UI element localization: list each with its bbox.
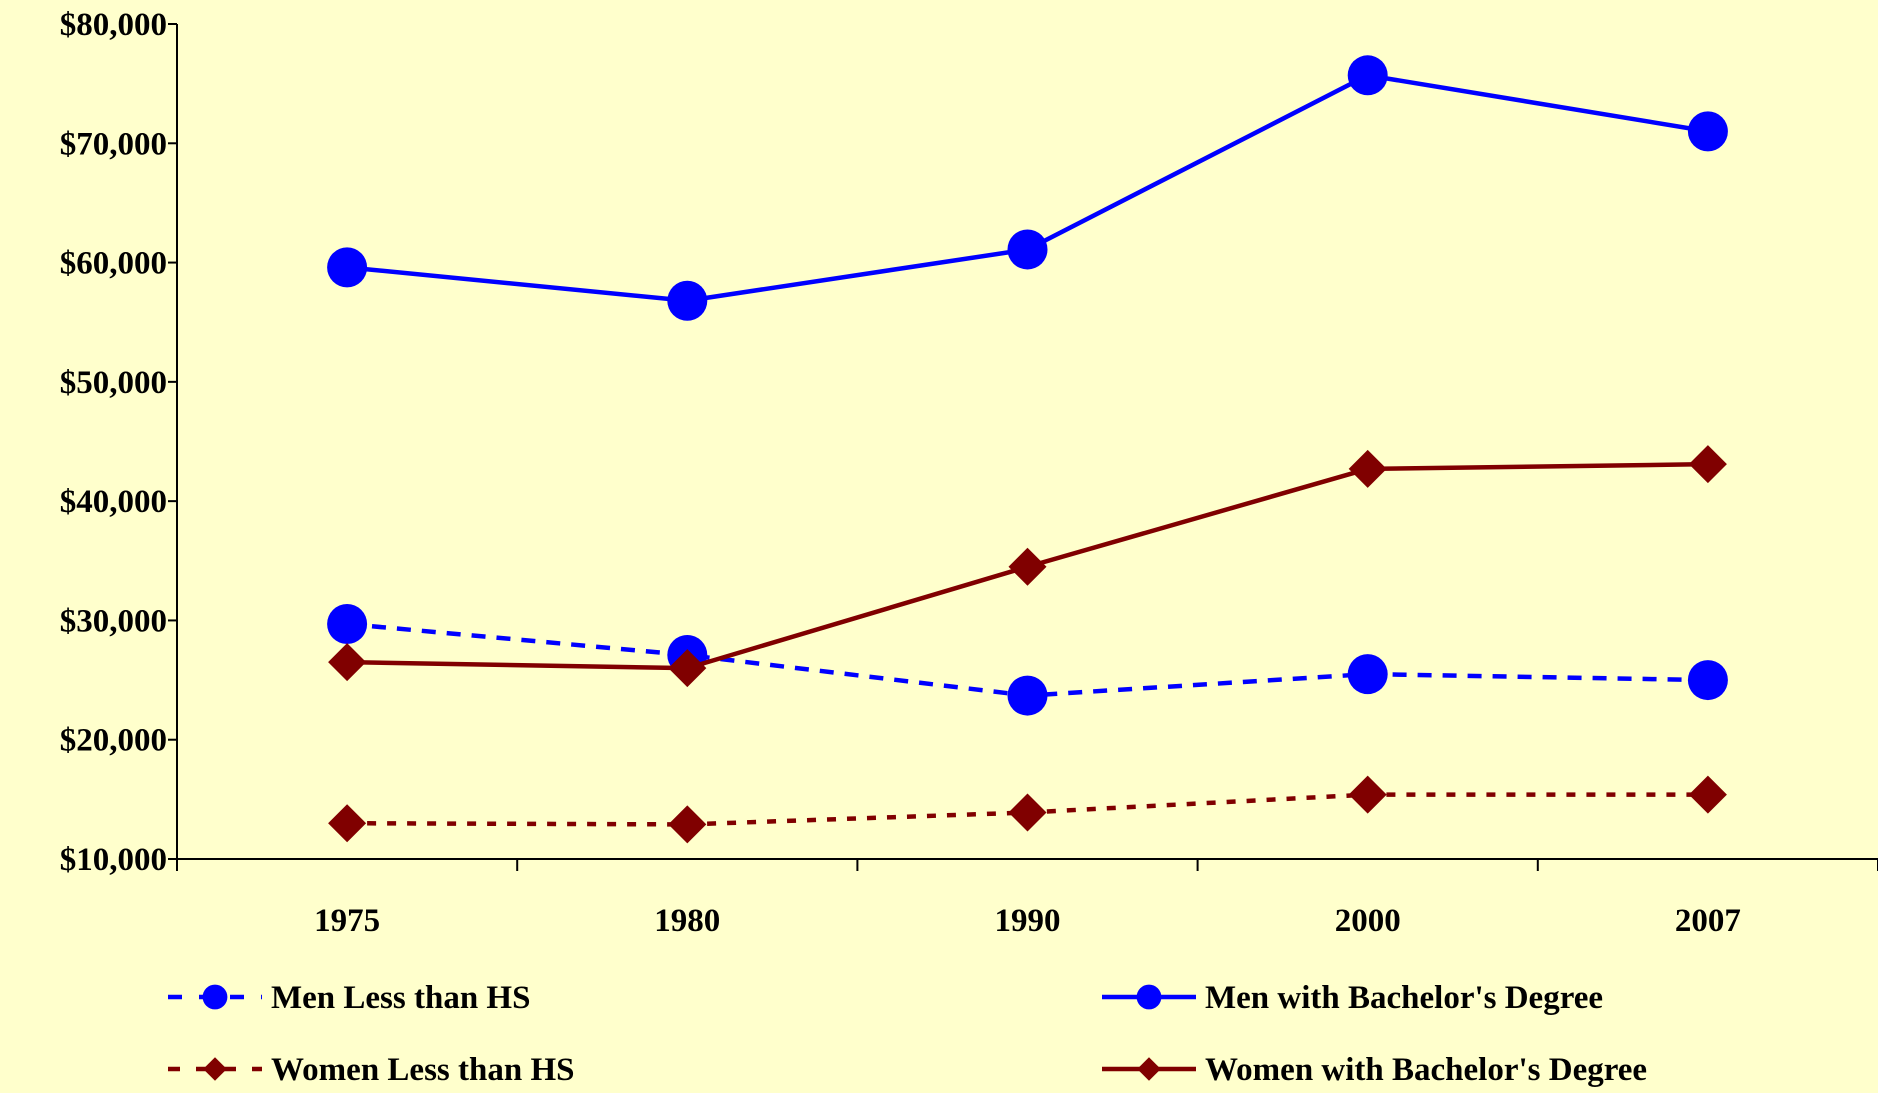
y-tick-label: $50,000 xyxy=(60,365,167,401)
data-point xyxy=(328,804,367,843)
data-point xyxy=(667,280,708,321)
series-women-less-than-hs xyxy=(328,775,1727,844)
data-point xyxy=(327,247,368,288)
data-point xyxy=(1687,111,1728,152)
series-women-with-bachelor-s-degree xyxy=(328,445,1727,688)
data-point xyxy=(1348,775,1387,814)
x-tick-label: 2007 xyxy=(1675,903,1741,939)
y-tick-label: $10,000 xyxy=(60,842,167,878)
y-tick-label: $70,000 xyxy=(60,126,167,162)
series-men-with-bachelor-s-degree xyxy=(327,55,1728,321)
data-point xyxy=(668,649,707,688)
data-point xyxy=(1347,55,1388,96)
y-tick-label: $30,000 xyxy=(60,603,167,639)
legend-label: Women Less than HS xyxy=(271,1052,574,1088)
data-point xyxy=(328,643,367,682)
plot-area xyxy=(327,55,1728,844)
data-point xyxy=(1007,675,1048,716)
x-tick-label: 2000 xyxy=(1335,903,1401,939)
legend-label: Men Less than HS xyxy=(271,980,530,1016)
y-tick-label: $60,000 xyxy=(60,246,167,282)
y-tick-label: $40,000 xyxy=(60,484,167,520)
legend-item-men-with-bachelor-s-degree: Men with Bachelor's Degree xyxy=(1102,980,1603,1016)
x-tick-label: 1980 xyxy=(654,903,720,939)
data-point xyxy=(1008,547,1047,586)
legend-item-women-less-than-hs: Women Less than HS xyxy=(168,1052,574,1088)
data-point xyxy=(1347,654,1388,695)
legend-item-men-less-than-hs: Men Less than HS xyxy=(168,980,530,1016)
legend-marker xyxy=(202,984,228,1010)
data-point xyxy=(668,805,707,844)
legend: Men Less than HS Men with Bachelor's Degr… xyxy=(168,980,1647,1088)
data-point xyxy=(1348,449,1387,488)
y-tick-label: $20,000 xyxy=(60,723,167,759)
data-point xyxy=(1688,775,1727,814)
data-point xyxy=(1687,660,1728,701)
legend-item-women-with-bachelor-s-degree: Women with Bachelor's Degree xyxy=(1102,1052,1647,1088)
x-tick-label: 1990 xyxy=(995,903,1061,939)
data-point xyxy=(1007,229,1048,270)
legend-marker xyxy=(203,1057,227,1081)
legend-marker xyxy=(1137,1057,1161,1081)
data-point xyxy=(327,604,368,645)
axes: $10,000 $20,000 $30,000 $40,000 $50,000 $60,0… xyxy=(60,7,1878,939)
x-tick-label: 1975 xyxy=(314,903,380,939)
data-point xyxy=(1688,445,1727,484)
series-men-less-than-hs xyxy=(327,604,1728,716)
y-tick-label: $80,000 xyxy=(60,7,167,43)
data-point xyxy=(1008,793,1047,832)
legend-label: Women with Bachelor's Degree xyxy=(1205,1052,1647,1088)
legend-label: Men with Bachelor's Degree xyxy=(1205,980,1603,1016)
legend-marker xyxy=(1136,984,1162,1010)
